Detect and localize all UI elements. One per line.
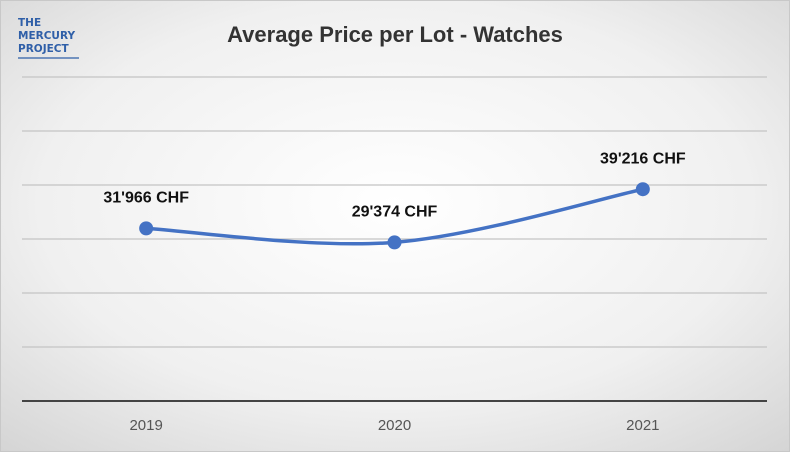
logo-line: PROJECT bbox=[18, 43, 69, 55]
x-tick-label: 2019 bbox=[129, 417, 162, 434]
data-label: 39'216 CHF bbox=[600, 150, 686, 167]
logo-line: MERCURY bbox=[18, 30, 75, 42]
marker bbox=[139, 221, 154, 236]
x-tick-label: 2020 bbox=[378, 417, 411, 434]
data-label: 31'966 CHF bbox=[103, 190, 189, 207]
logo-line: THE bbox=[18, 17, 41, 29]
marker bbox=[635, 182, 650, 197]
x-tick-label: 2021 bbox=[626, 417, 659, 434]
data-label: 29'374 CHF bbox=[352, 204, 438, 221]
logo: THE MERCURY PROJECT bbox=[18, 17, 79, 59]
marker bbox=[387, 235, 402, 250]
chart-title: Average Price per Lot - Watches bbox=[227, 22, 563, 47]
